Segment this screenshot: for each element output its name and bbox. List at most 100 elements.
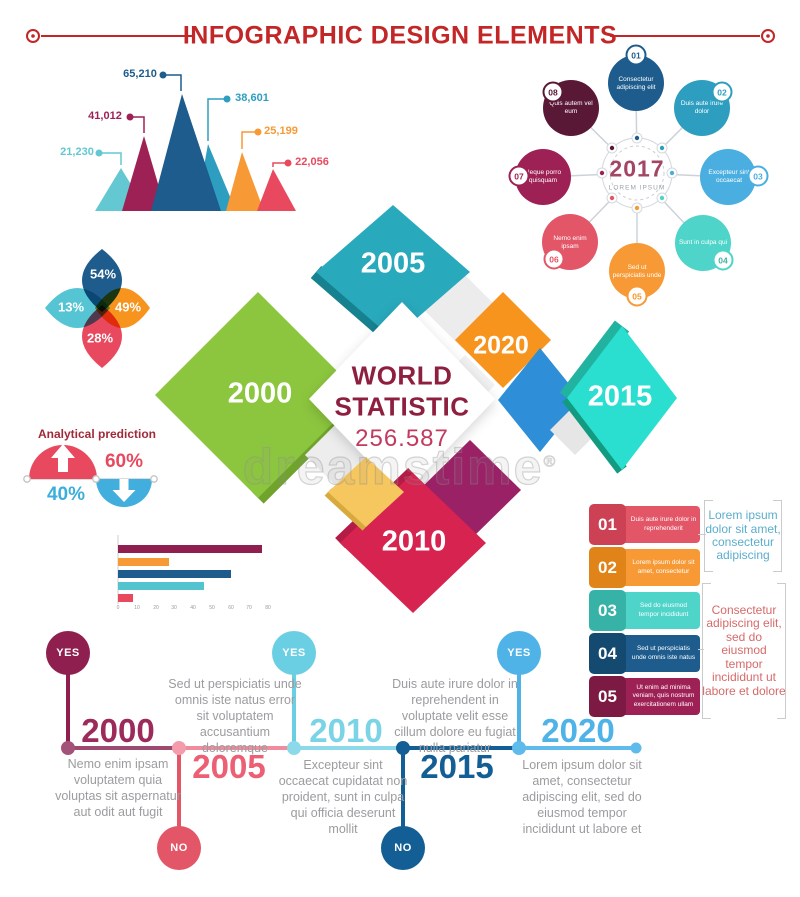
triangle-chart: [95, 71, 296, 211]
list-item-text: Duis aute irure dolor in reprehenderit: [630, 516, 697, 532]
cycle-item-label: Duis aute irure dolor: [680, 99, 724, 115]
axis-tick: 80: [265, 605, 271, 611]
list-item: 01 Duis aute irure dolor in reprehenderi…: [589, 504, 700, 545]
list-item-number: 04: [589, 633, 626, 674]
diamond-2005: [316, 205, 470, 339]
timeline-year: 2005: [192, 748, 266, 785]
petal-percent: 49%: [114, 299, 142, 315]
center-title-line2: STATISTIC: [334, 391, 470, 422]
petal-percent: 13%: [57, 299, 85, 315]
center-value: 256.587: [355, 425, 449, 452]
diamond-year-2000: 2000: [227, 377, 293, 410]
cycle-item-label: Nemo enim ipsam: [553, 234, 587, 250]
cycle-node-03: [700, 149, 756, 205]
timeline: [46, 631, 642, 870]
list-item-text: Ut enim ad minima veniam, quis nostrum e…: [632, 683, 695, 708]
connector-line: [698, 534, 706, 535]
title-decoration: [26, 29, 775, 43]
cycle-ring-dots: [596, 132, 678, 214]
timeline-paragraph: Excepteur sint occaecat cupidatat non pr…: [278, 758, 408, 836]
cycle-item-label: Excepteur sint occaecat: [708, 168, 750, 184]
list-item: 02 Lorem ipsum dolor sit amet, consectet…: [589, 547, 700, 588]
badge-circle-2000: [46, 631, 90, 675]
petal-percent: 54%: [89, 266, 117, 282]
triangle-value-label: 22,056: [295, 156, 329, 168]
up-arrow-icon: [51, 444, 75, 472]
triangle-value-label: 38,601: [235, 92, 269, 104]
badge-circle-2005: [157, 826, 201, 870]
cycle-node-01: [608, 55, 664, 111]
cycle-number-badge: 06: [543, 248, 565, 270]
cycle-number-badge: 07: [508, 165, 530, 187]
page-title: INFOGRAPHIC DESIGN ELEMENTS: [182, 21, 618, 50]
axis-tick: 40: [190, 605, 196, 611]
diamond-cluster: [155, 205, 677, 613]
axis-tick: 30: [171, 605, 177, 611]
badge-circle-2015: [381, 826, 425, 870]
axis-tick: 50: [209, 605, 215, 611]
diamond-year-2005: 2005: [360, 247, 426, 280]
cycle-item-label: Neque porro quisquam: [524, 168, 562, 184]
axis-tick: 0: [116, 605, 120, 611]
timeline-paragraph: Sed ut perspiciatis unde omnis iste natu…: [168, 677, 302, 755]
axis-tick: 20: [153, 605, 159, 611]
triangle-value-label: 25,199: [264, 125, 298, 137]
list-item-text: Sed do eiusmod tempor incididunt: [638, 602, 689, 618]
timeline-badge: YES: [507, 647, 531, 659]
list-item: 03 Sed do eiusmod tempor incididunt: [589, 590, 700, 631]
cycle-number-badge: 01: [625, 44, 647, 66]
list-item-number: 05: [589, 676, 626, 717]
center-title-line1: WORLD: [351, 360, 453, 391]
diamond-center: [309, 302, 495, 496]
axis-tick: 60: [228, 605, 234, 611]
list-item: 05 Ut enim ad minima veniam, quis nostru…: [589, 676, 700, 717]
timeline-badge: NO: [394, 842, 412, 854]
cycle-item-label: Quis autem vel eum: [549, 99, 593, 115]
cycle-item-label: Sed ut perspiciatis unde: [612, 263, 662, 279]
cycle-number-badge: 03: [747, 165, 769, 187]
bar-chart: [117, 535, 262, 604]
list-item-text: Sed ut perspiciatis unde omnis iste natu…: [631, 645, 696, 661]
cycle-number-badge: 08: [542, 81, 564, 103]
triangle-value-label: 41,012: [88, 110, 122, 122]
cycle-item-label: Consectetur adipiscing elit: [616, 75, 656, 91]
diamond-2000: [155, 292, 361, 498]
petal-chart: [45, 249, 150, 368]
axis-tick: 10: [134, 605, 140, 611]
cycle-node-05: [609, 243, 665, 299]
timeline-year: 2020: [541, 712, 615, 749]
diamond-year-2010: 2010: [381, 525, 447, 558]
gauge-title: Analytical prediction: [37, 427, 157, 441]
list-item-number: 02: [589, 547, 626, 588]
diamond-2020: [455, 292, 551, 388]
down-arrow-icon: [112, 479, 136, 502]
side-note-blue: Lorem ipsum dolor sit amet, consectetur …: [704, 500, 782, 572]
timeline-badge: YES: [282, 647, 306, 659]
cycle-number-badge: 05: [626, 285, 648, 307]
timeline-badge: YES: [56, 647, 80, 659]
badge-circle-2020: [497, 631, 541, 675]
list-item: 04 Sed ut perspiciatis unde omnis iste n…: [589, 633, 700, 674]
list-item-number: 03: [589, 590, 626, 631]
timeline-year: 2010: [309, 712, 383, 749]
triangle-value-label: 21,230: [60, 146, 94, 158]
list-item-text: Lorem ipsum dolor sit amet, consectetur: [632, 559, 695, 575]
cycle-item-label: Sunt in culpa qui: [678, 238, 728, 246]
petal-percent: 28%: [86, 330, 114, 346]
connector-line: [698, 649, 704, 650]
diamond-2015: [567, 326, 677, 470]
gauge: [23, 444, 158, 507]
gauge-down-percent: 60%: [104, 451, 144, 472]
diamond-year-2015: 2015: [587, 380, 653, 413]
list-item-number: 01: [589, 504, 626, 545]
badge-circle-2010: [272, 631, 316, 675]
timeline-paragraph: Duis aute irure dolor in reprehendent in…: [392, 677, 518, 755]
cycle-node-07: [515, 149, 571, 205]
side-note-red: Consectetur adipiscing elit, sed do eius…: [702, 583, 786, 719]
cycle-number-badge: 04: [712, 249, 734, 271]
timeline-year: 2000: [81, 712, 155, 749]
cycle-center-subtitle: LOREM IPSUM: [608, 184, 666, 192]
diamond-year-2020: 2020: [473, 331, 529, 360]
